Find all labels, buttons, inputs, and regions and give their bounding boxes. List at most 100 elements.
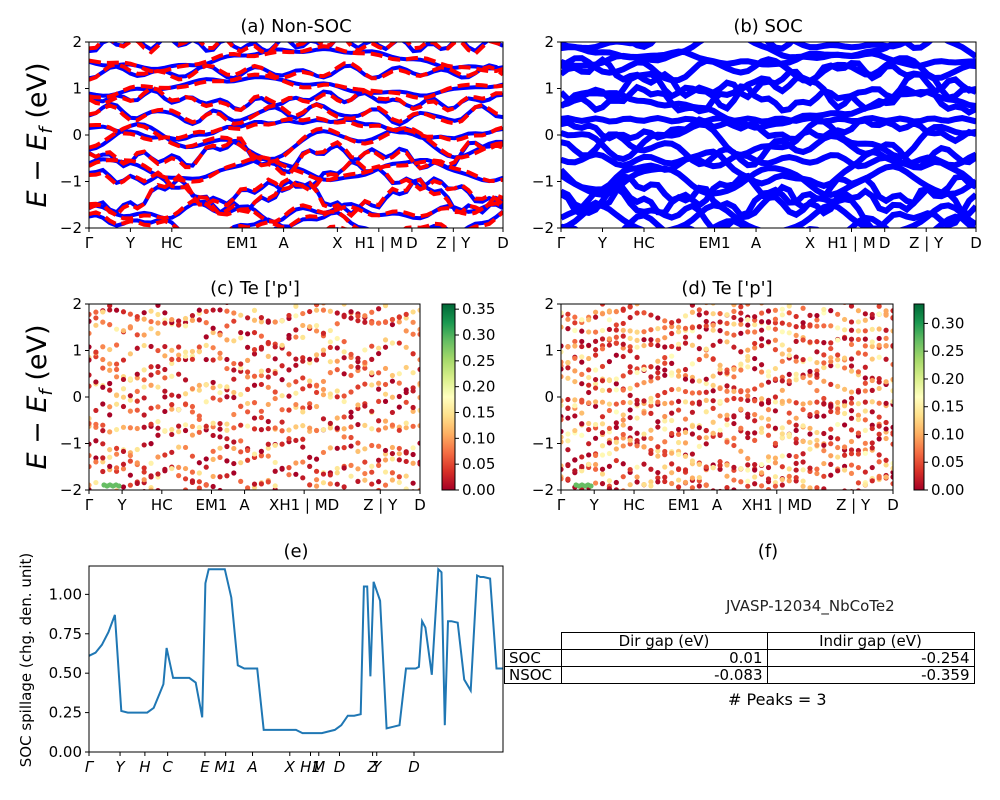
panel-c-point	[128, 296, 133, 301]
panel-d-point	[641, 296, 646, 301]
panel-d-point	[561, 359, 564, 365]
panel-d-point	[793, 422, 799, 428]
panel-d-point	[703, 323, 709, 329]
panel-d-point	[599, 443, 606, 449]
panel-c-point	[307, 482, 313, 488]
panel-d-point	[731, 477, 737, 483]
panel-d-point	[669, 370, 675, 376]
panel-d-point	[883, 462, 889, 468]
panel-c-point	[320, 347, 327, 353]
panel-c-point	[162, 343, 168, 350]
panel-c-point	[148, 473, 154, 479]
panel-c-point	[396, 404, 402, 410]
panel-d-point	[822, 304, 825, 305]
panel-c-point	[89, 463, 92, 470]
panel-d-point	[634, 382, 640, 388]
panel-c-point	[107, 495, 112, 500]
panel-c-point	[334, 415, 340, 421]
panel-d-point	[786, 352, 792, 359]
panel-d-point	[572, 314, 578, 320]
panel-d-point	[855, 401, 862, 407]
soc-band	[561, 116, 976, 145]
panel-d-point	[662, 360, 668, 366]
panel-c-point	[113, 392, 120, 398]
panel-c-xtick-label: Γ	[85, 496, 94, 514]
panel-c-point	[300, 423, 306, 429]
panel-d-point	[689, 431, 696, 437]
panel-d-point	[703, 435, 709, 441]
panel-d-point	[814, 466, 820, 472]
panel-c-point	[259, 500, 264, 505]
panel-d-point	[745, 478, 751, 484]
panel-d-point	[862, 351, 868, 357]
panel-d-point	[724, 330, 730, 336]
panel-c-point	[313, 389, 320, 396]
panel-c-point	[389, 340, 396, 346]
panel-d-point	[835, 337, 841, 343]
panel-d-point	[807, 322, 813, 328]
panel-d-point	[689, 400, 696, 406]
panel-d-point	[662, 372, 668, 378]
panel-c-point	[355, 318, 361, 324]
panel-d-point	[772, 316, 779, 322]
panel-c-point	[148, 460, 154, 466]
panel-c-point	[258, 414, 264, 421]
table-cell: -0.359	[766, 666, 975, 684]
table-cell: 0.01	[560, 649, 768, 667]
panel-c-point	[190, 513, 195, 518]
panel-d-point	[710, 356, 716, 362]
panel-d-point	[579, 354, 585, 360]
panel-d-point	[793, 377, 799, 383]
panel-c-point	[162, 427, 168, 434]
panel-d-point	[675, 368, 682, 374]
panel-c-point	[417, 307, 420, 313]
panel-d-point	[731, 385, 737, 391]
panel-d-point	[752, 398, 758, 404]
panel-d-point	[772, 347, 779, 353]
panel-d-point	[862, 380, 868, 386]
panel-d-point	[648, 337, 654, 343]
panel-b-xtick-label: Γ	[557, 234, 566, 252]
panel-d-point	[627, 364, 633, 370]
panel-b-xtick-label: A	[751, 234, 762, 252]
panel-d-point	[752, 474, 758, 480]
panel-d-point	[696, 307, 702, 313]
panel-c-point	[86, 287, 91, 292]
panel-d-point	[814, 349, 820, 355]
panel-d-point	[627, 344, 633, 350]
panel-a-xtick-label: Y	[125, 234, 136, 252]
panel-d-point	[634, 337, 640, 343]
panel-d-point	[717, 328, 723, 334]
panel-d-xtick-label: Y	[589, 496, 600, 514]
panel-c-point	[203, 464, 209, 470]
panel-d-point	[606, 478, 613, 484]
panel-c-colorbar-label: 0.05	[462, 455, 495, 473]
panel-e-ytick-label: 0.00	[49, 743, 82, 761]
panel-d-point	[835, 468, 841, 474]
panel-d-point	[565, 396, 571, 403]
panel-c-point	[224, 394, 230, 400]
panel-c-point	[113, 401, 120, 407]
panel-d-point	[758, 362, 765, 368]
panel-d-point	[620, 431, 626, 438]
panel-c-point	[279, 377, 285, 383]
nsoc-band-red	[89, 85, 503, 113]
panel-d-point	[565, 290, 570, 295]
panel-c-point	[197, 291, 202, 296]
panel-c-point	[389, 321, 396, 328]
panel-d-point	[807, 356, 813, 362]
panel-d-point	[814, 359, 820, 366]
panel-c-point	[127, 376, 133, 382]
panel-d-point	[738, 330, 744, 336]
panel-d-point	[662, 276, 667, 281]
panel-c-point	[224, 384, 230, 390]
panel-d-point	[710, 430, 716, 436]
panel-d-point	[613, 334, 619, 340]
panel-d-point	[634, 430, 640, 436]
panel-d-point	[842, 290, 847, 295]
panel-c-point	[107, 404, 113, 410]
panel-d-point	[641, 286, 646, 291]
panel-d-point	[655, 326, 661, 332]
panel-c-point	[258, 372, 264, 379]
panel-d-point	[807, 379, 813, 386]
